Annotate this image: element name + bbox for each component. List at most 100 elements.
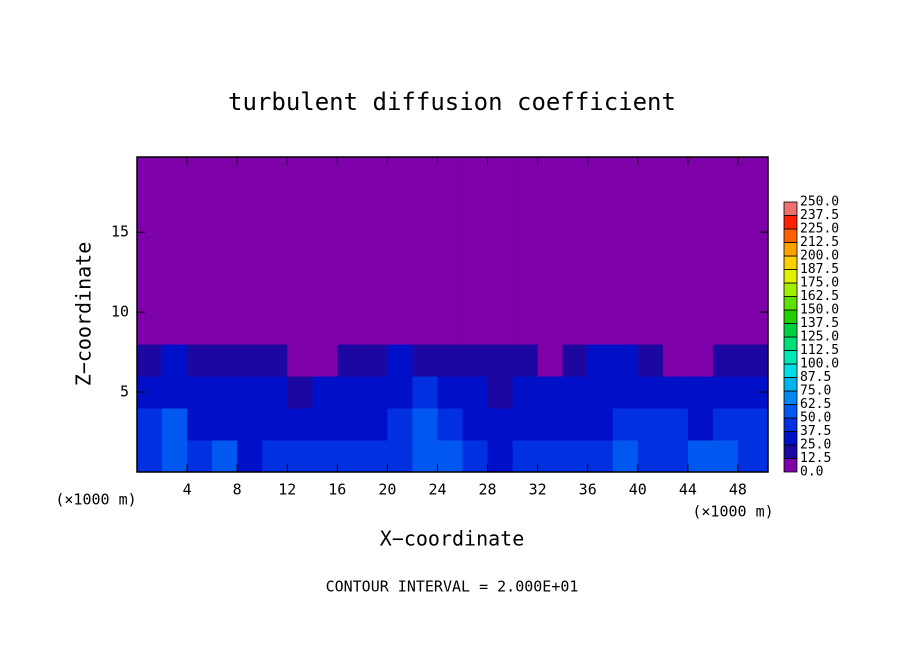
colorbar-label: 137.5 (800, 316, 839, 331)
x-tick-label: 24 (428, 481, 446, 499)
colorbar-swatch (783, 377, 798, 392)
field (137, 157, 769, 473)
colorbar-label: 50.0 (800, 411, 831, 426)
field-cell (537, 408, 564, 441)
field-cell (362, 157, 388, 345)
field-cell (387, 408, 413, 441)
field-cell (637, 376, 664, 409)
colorbar-label: 200.0 (800, 249, 839, 264)
field-cell (437, 376, 464, 409)
field-cell (237, 376, 263, 409)
field-cell (462, 440, 489, 473)
field-cell (737, 344, 769, 377)
field-cell (412, 408, 438, 441)
field-cell (512, 344, 539, 377)
field-cell (612, 440, 639, 473)
colorbar-swatch (783, 309, 798, 324)
colorbar-swatch (783, 296, 798, 311)
field-cell (237, 408, 263, 441)
colorbar-label: 25.0 (800, 438, 831, 453)
field-cell (662, 157, 689, 345)
field-cell (212, 408, 238, 441)
field-cell (137, 344, 163, 377)
field-cell (612, 408, 639, 441)
field-cell (262, 376, 288, 409)
field-cell (462, 157, 489, 345)
field-cell (337, 157, 363, 345)
field-cell (662, 344, 689, 377)
field-cell (637, 344, 664, 377)
field-cell (187, 376, 213, 409)
field-cell (687, 376, 714, 409)
field-cell (337, 376, 363, 409)
field-cell (737, 440, 769, 473)
colorbar-label: 0.0 (800, 465, 823, 480)
field-cell (412, 344, 438, 377)
field-cell (187, 408, 213, 441)
field-cell (487, 440, 514, 473)
field-cell (587, 157, 614, 345)
field-cell (187, 344, 213, 377)
colorbar-swatch (783, 201, 798, 216)
field-cell (562, 408, 589, 441)
colorbar-swatch (783, 417, 798, 432)
field-cell (362, 440, 388, 473)
x-tick-label: 4 (183, 481, 192, 499)
field-cell (637, 157, 664, 345)
field-cell (412, 157, 438, 345)
field-cell (587, 376, 614, 409)
field-cell (487, 344, 514, 377)
colorbar-label: 175.0 (800, 276, 839, 291)
y-unit: (×1000 m) (55, 491, 136, 509)
x-tick-label: 12 (278, 481, 296, 499)
colorbar-swatch (783, 404, 798, 419)
colorbar-label: 225.0 (800, 222, 839, 237)
field-cell (212, 157, 238, 345)
field-cell (562, 440, 589, 473)
field-cell (712, 376, 739, 409)
field-cell (537, 344, 564, 377)
field-cell (362, 344, 388, 377)
field-cell (687, 157, 714, 345)
field-cell (387, 344, 413, 377)
field-cell (637, 440, 664, 473)
field-cell (287, 376, 313, 409)
x-tick-label: 36 (579, 481, 597, 499)
field-cell (387, 157, 413, 345)
field-cell (312, 157, 338, 345)
field-cell (487, 376, 514, 409)
field-cell (262, 344, 288, 377)
field-cell (287, 157, 313, 345)
field-cell (287, 344, 313, 377)
field-cell (212, 376, 238, 409)
field-cell (262, 408, 288, 441)
field-cell (187, 157, 213, 345)
field-cell (612, 157, 639, 345)
colorbar-swatch (783, 431, 798, 446)
field-cell (187, 440, 213, 473)
y-tick-label: 15 (111, 223, 129, 241)
field-cell (237, 344, 263, 377)
field-cell (162, 440, 188, 473)
x-axis-label: X−coordinate (380, 527, 525, 551)
field-cell (462, 344, 489, 377)
colorbar-swatch (783, 282, 798, 297)
field-cell (562, 344, 589, 377)
field-cell (412, 376, 438, 409)
colorbar-swatch (783, 255, 798, 270)
field-cell (612, 344, 639, 377)
field-cell (562, 157, 589, 345)
colorbar-label: 37.5 (800, 424, 831, 439)
y-tick-label: 5 (120, 383, 129, 401)
field-cell (237, 440, 263, 473)
field-cell (462, 376, 489, 409)
field-cell (512, 408, 539, 441)
field-cell (262, 157, 288, 345)
field-cell (587, 344, 614, 377)
plot-frame (136, 156, 769, 473)
x-unit: (×1000 m) (692, 503, 773, 521)
field-cell (612, 376, 639, 409)
colorbar-label: 212.5 (800, 235, 839, 250)
field-cell (312, 408, 338, 441)
field-cell (437, 408, 464, 441)
